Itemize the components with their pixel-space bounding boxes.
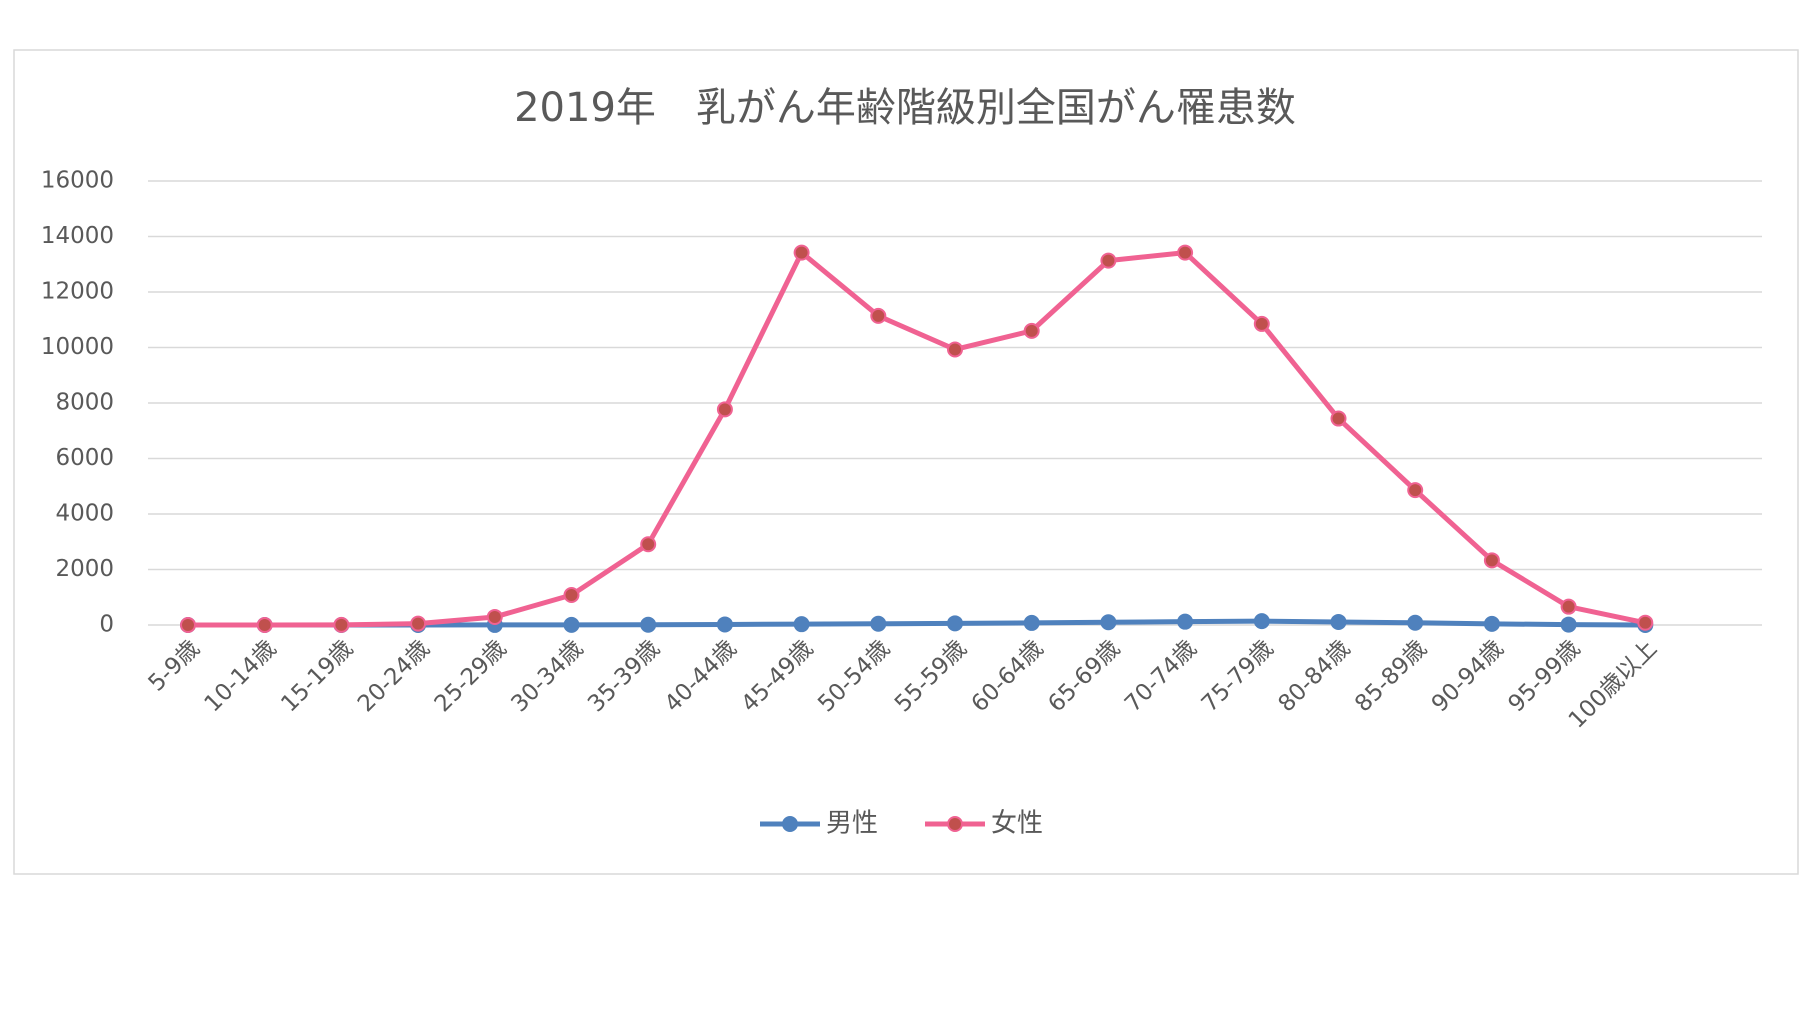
data-point — [1637, 614, 1654, 631]
y-tick-label: 4000 — [55, 501, 114, 527]
data-point — [640, 616, 657, 633]
data-point — [180, 617, 196, 633]
data-point — [563, 587, 580, 604]
data-point — [1407, 614, 1424, 631]
y-tick-label: 12000 — [41, 279, 114, 305]
y-tick-label: 10000 — [41, 334, 114, 360]
data-point — [716, 401, 733, 418]
data-point — [947, 341, 963, 358]
data-point — [1483, 552, 1500, 569]
data-point — [793, 244, 810, 261]
data-point — [1100, 252, 1117, 269]
legend-label: 女性 — [991, 809, 1043, 839]
data-point — [1483, 615, 1500, 632]
data-point — [1330, 613, 1347, 630]
data-point — [486, 608, 503, 625]
series-line — [188, 250, 1646, 628]
data-point — [1330, 410, 1347, 427]
data-point — [1407, 482, 1424, 499]
data-point — [870, 615, 887, 632]
legend-marker — [947, 816, 963, 832]
data-point — [870, 307, 887, 324]
data-point — [947, 615, 963, 632]
data-point — [1023, 322, 1040, 339]
data-point — [1177, 613, 1194, 630]
y-tick-label: 8000 — [55, 390, 114, 416]
y-tick-label: 2000 — [55, 556, 114, 582]
chart-frame — [13, 49, 1799, 875]
data-point — [1100, 614, 1117, 631]
data-point — [640, 536, 657, 553]
data-point — [1023, 614, 1040, 631]
data-point — [1560, 598, 1577, 615]
data-point — [716, 616, 733, 633]
data-point — [1560, 616, 1577, 633]
y-tick-label: 6000 — [55, 445, 114, 471]
data-point — [256, 617, 273, 633]
legend-marker — [782, 816, 798, 832]
data-point — [1253, 613, 1270, 630]
y-tick-label: 16000 — [41, 168, 114, 194]
data-point — [563, 616, 580, 633]
data-point — [333, 616, 350, 633]
data-point — [793, 616, 810, 633]
data-point — [410, 615, 427, 632]
y-tick-label: 14000 — [41, 223, 114, 249]
legend-label: 男性 — [826, 809, 878, 839]
data-point — [1253, 315, 1270, 332]
chart-title: 2019年 乳がん年齢階級別全国がん罹患数 — [514, 85, 1296, 131]
y-tick-label: 0 — [99, 612, 114, 638]
data-point — [1177, 244, 1194, 261]
